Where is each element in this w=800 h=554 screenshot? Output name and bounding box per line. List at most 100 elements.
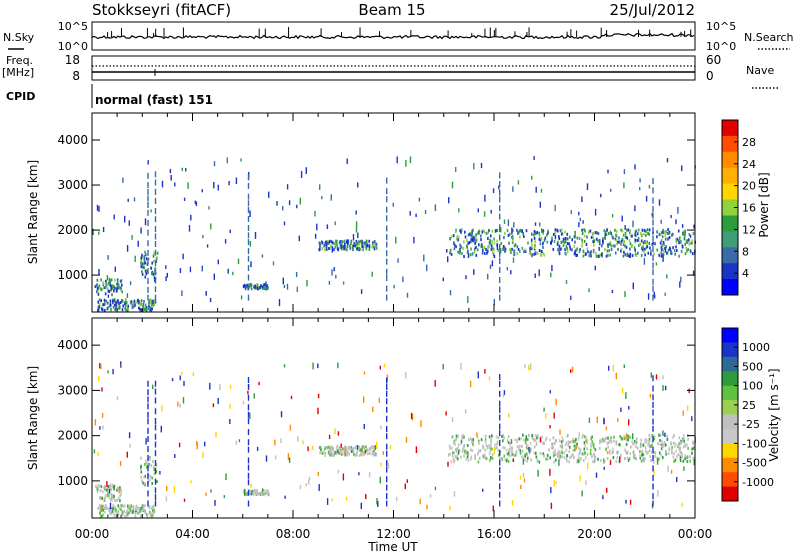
velocity-echo [588,417,591,423]
velocity-echo [454,442,456,446]
velocity-echo [535,434,537,438]
velocity-echo [552,450,555,454]
velocity-echo [625,436,627,440]
velocity-echo [457,443,460,447]
velocity-echo [653,435,656,438]
velocity-echo [543,454,545,458]
velocity-echo [683,437,685,441]
velocity-echo [650,459,652,463]
velocity-echo-streak [386,415,388,422]
power-echo [363,241,365,245]
power-echo [688,242,691,246]
power-echo [538,249,541,252]
velocity-echo [692,441,694,445]
velocity-echo [582,434,584,437]
power-echo [557,240,559,244]
velocity-echo [251,490,254,493]
velocity-echo-streak [154,468,157,475]
power-echo [356,241,358,245]
velocity-echo [379,365,381,370]
velocity-echo [337,431,340,436]
velocity-echo [411,413,414,421]
velocity-echo [135,509,137,513]
power-echo-streak [499,224,501,231]
velocity-echo [119,494,121,498]
power-echo [533,233,535,237]
velocity-echo [371,450,374,454]
velocity-echo [499,456,501,460]
velocity-echo [672,441,675,445]
velocity-echo [583,452,585,456]
power-echo [594,208,597,216]
velocity-echo [535,442,538,446]
velocity-echo [488,444,490,448]
power-echo [681,224,684,228]
power-echo [470,247,472,251]
power-colorbar-block [722,247,738,264]
velocity-echo [323,449,326,452]
velocity-echo [514,438,517,442]
power-echo [145,257,148,261]
power-echo [314,233,317,239]
velocity-echo [380,425,382,430]
velocity-echo [338,451,340,455]
velocity-echo [632,450,635,454]
velocity-echo [153,468,155,472]
velocity-echo [434,486,437,491]
power-echo [226,157,228,164]
velocity-echo [245,491,247,495]
velocity-echo [113,494,115,498]
power-echo [118,301,120,305]
velocity-echo [108,508,110,512]
power-echo [618,240,620,244]
power-echo [620,247,623,251]
power-echo [321,196,323,200]
velocity-echo [659,439,661,442]
power-echo [598,238,601,245]
power-echo [151,303,153,307]
velocity-echo [484,369,486,374]
velocity-echo [566,454,569,458]
power-colorbar-block [722,135,738,153]
power-echo [335,274,337,279]
velocity-echo [129,506,131,510]
power-echo [116,279,119,283]
velocity-echo [555,481,557,485]
velocity-echo [127,504,129,508]
power-echo [624,252,626,256]
power-echo [558,247,561,251]
velocity-echo [146,514,148,518]
velocity-echo [581,435,583,439]
velocity-echo [146,461,149,465]
power-echo-streak [247,239,250,246]
velocity-echo [644,457,646,461]
velocity-echo [419,498,421,505]
power-echo [629,229,632,233]
power-echo [610,232,612,235]
power-echo [305,167,307,174]
power-echo [547,229,549,233]
velocity-echo [183,498,186,502]
velocity-echo [490,441,492,446]
power-echo-streak [652,278,654,285]
velocity-echo [605,426,608,431]
power-echo [108,304,111,308]
velocity-echo [336,449,339,453]
power-echo [579,217,581,222]
velocity-echo [343,453,346,457]
power-echo [484,194,486,202]
velocity-echo [466,455,469,459]
power-echo [478,243,480,247]
velocity-echo [610,436,612,440]
velocity-echo [645,449,647,453]
power-echo [449,248,452,252]
power-echo [465,275,467,280]
velocity-echo [655,374,658,380]
power-echo [187,182,189,189]
power-echo [602,241,604,245]
power-echo [460,228,463,232]
power-echo [453,247,456,251]
power-echo [622,254,625,258]
power-echo [229,229,231,234]
velocity-echo [152,504,155,508]
